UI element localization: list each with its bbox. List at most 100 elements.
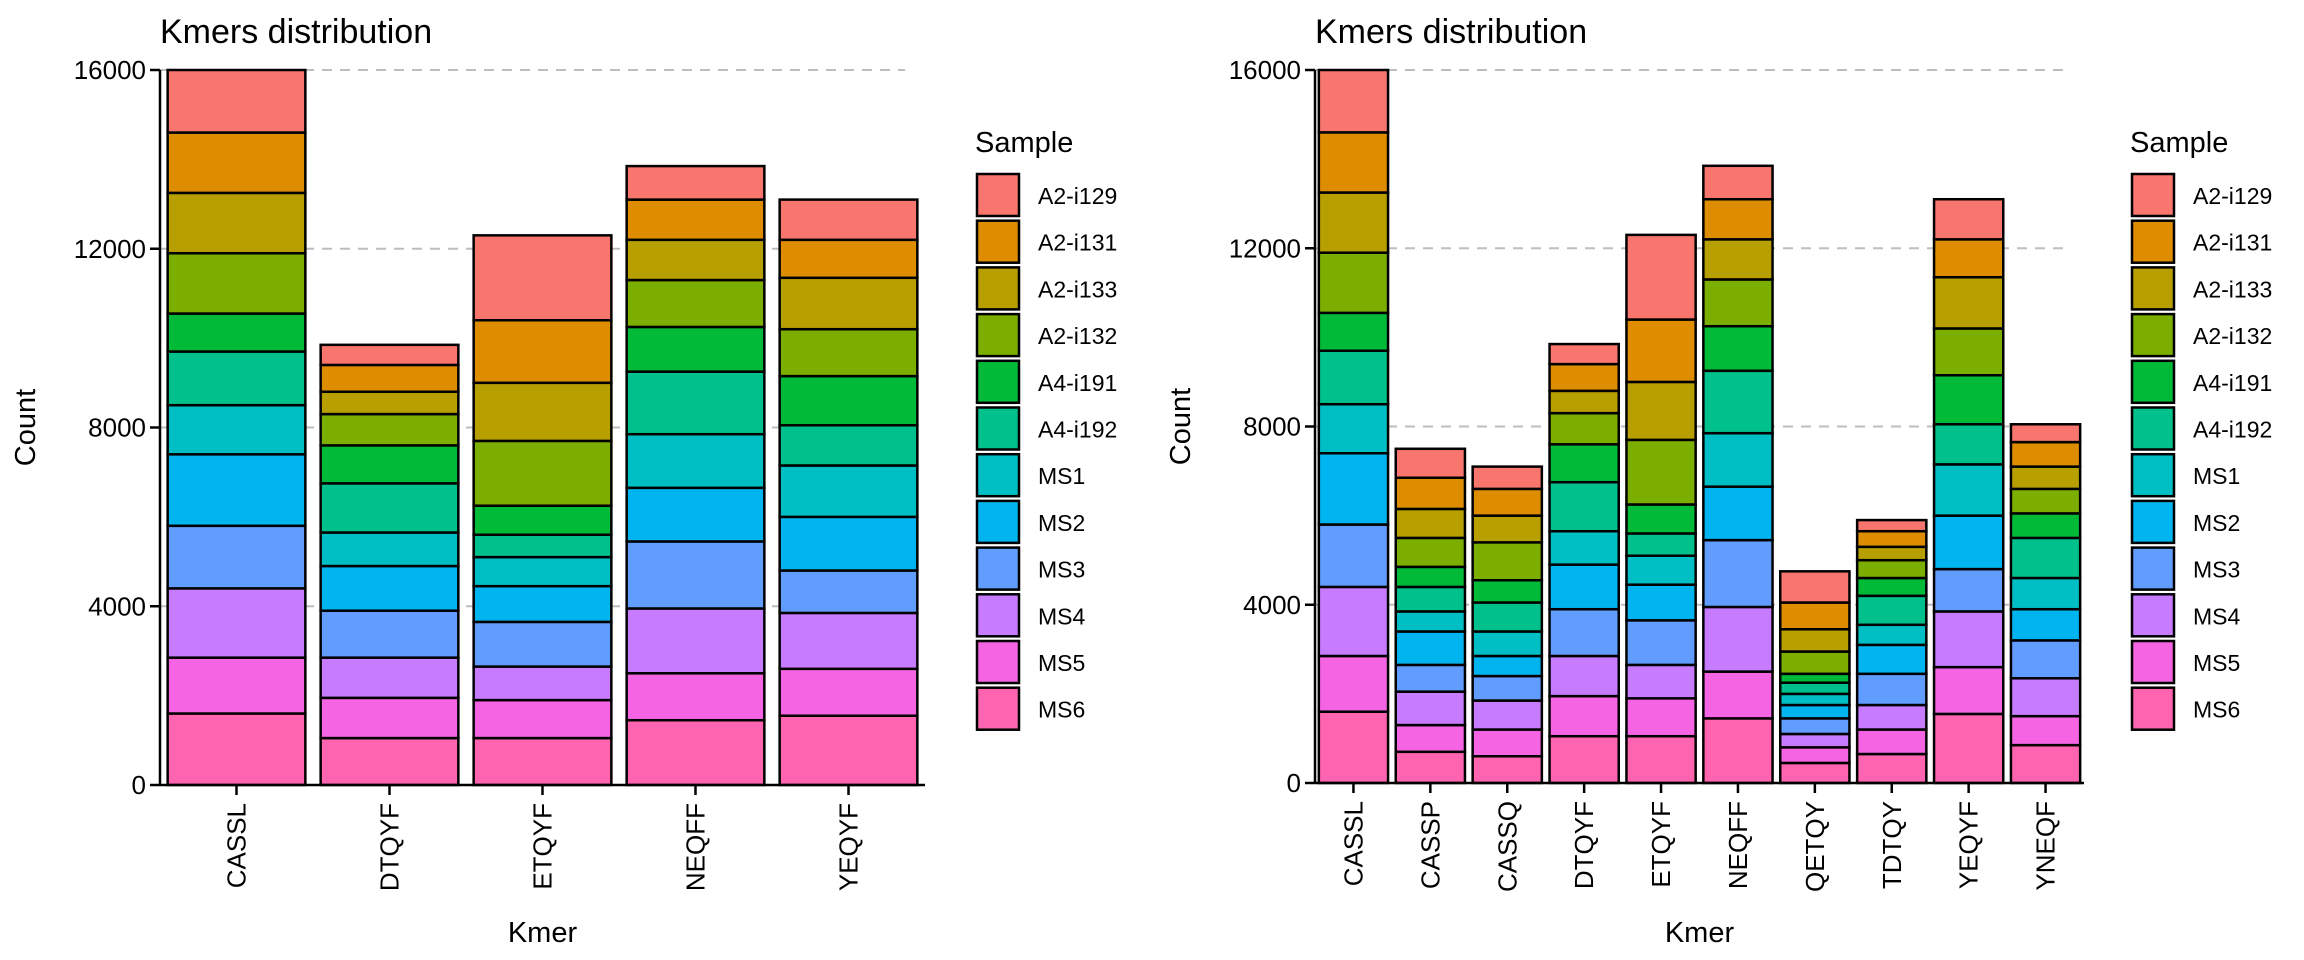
- x-tick-label: CASSL: [222, 803, 252, 888]
- bar-segment-ETQYF-A2-i133: [472, 381, 613, 443]
- bar-segment-ETQYF-A4-i192: [1625, 532, 1697, 557]
- bar-segment-ETQYF-MS1: [1625, 554, 1697, 586]
- bar-segment-CASSL-MS3: [1317, 523, 1390, 589]
- legend-label-A2-i133: A2-i133: [1038, 276, 1117, 302]
- bar-segment-YNEQF-MS6: [2009, 743, 2082, 785]
- bar-YEQYF: [1932, 197, 2005, 785]
- legend-swatch-A4-i191: [2130, 359, 2176, 405]
- bar-segment-CASSP-A2-i132: [1394, 536, 1467, 569]
- bar-segment-NEQFF-MS3: [1702, 538, 1774, 609]
- bar-segment-QETQY-A4-i191: [1778, 672, 1851, 684]
- bar-segment-ETQYF-MS3: [472, 620, 613, 668]
- bar-segment-ETQYF-A2-i129: [1625, 233, 1697, 321]
- legend-swatch-MS3: [975, 546, 1021, 591]
- bar-segment-YNEQF-MS3: [2009, 639, 2082, 680]
- x-axis-title: Kmer: [508, 917, 578, 949]
- bar-segment-CASSL-MS6: [166, 712, 307, 787]
- bar-segment-ETQYF-A2-i131: [472, 319, 613, 385]
- bar-NEQFF: [1702, 164, 1774, 785]
- bar-segment-YEQYF-MS2: [1932, 514, 2005, 571]
- bar-segment-DTQYF-MS6: [319, 736, 460, 787]
- bar-segment-CASSP-MS5: [1394, 723, 1467, 754]
- x-tick-label: QETQY: [1800, 801, 1830, 892]
- legend-swatch-MS1: [975, 452, 1021, 498]
- bar-segment-NEQFF-A4-i192: [1702, 369, 1774, 435]
- x-tick-label: NEQFF: [1723, 801, 1753, 889]
- bar-segment-TDTQY-MS3: [1855, 672, 1928, 707]
- legend-label-A4-i192: A4-i192: [1038, 417, 1117, 443]
- legend-swatch-A2-i131: [975, 219, 1021, 264]
- bar-segment-QETQY-A4-i192: [1778, 681, 1851, 696]
- bar-segment-CASSL-MS4: [1317, 585, 1390, 658]
- bar-segment-YEQYF-A4-i192: [1932, 423, 2005, 466]
- bar-segment-TDTQY-MS4: [1855, 703, 1928, 731]
- bar-segment-CASSL-A2-i131: [166, 131, 307, 195]
- legend-swatch-A2-i129: [2130, 172, 2176, 218]
- bar-segment-YNEQF-MS5: [2009, 714, 2082, 747]
- bar-segment-YNEQF-A2-i132: [2009, 487, 2082, 515]
- bar-segment-DTQYF-A4-i191: [319, 444, 460, 485]
- bar-segment-NEQFF-MS2: [1702, 485, 1774, 542]
- legend-swatch-A2-i129: [975, 172, 1021, 218]
- bar-segment-YEQYF-MS4: [778, 611, 919, 671]
- bar-segment-NEQFF-A2-i132: [1702, 278, 1774, 328]
- chart-title: Kmers distribution: [160, 13, 432, 51]
- bar-segment-CASSL-A4-i191: [166, 312, 307, 353]
- bar-ETQYF: [1625, 233, 1697, 785]
- bar-segment-TDTQY-MS6: [1855, 752, 1928, 785]
- bar-segment-DTQYF-A2-i133: [319, 390, 460, 416]
- x-tick-label: CASSP: [1415, 801, 1445, 889]
- bar-segment-CASSL-A2-i132: [166, 251, 307, 315]
- bar-segment-NEQFF-A2-i129: [1702, 164, 1774, 201]
- bar-segment-DTQYF-MS1: [319, 531, 460, 568]
- bar-segment-YEQYF-A2-i129: [1932, 197, 2005, 241]
- bar-segment-CASSL-MS4: [166, 587, 307, 659]
- bar-segment-DTQYF-A4-i192: [1548, 480, 1621, 533]
- bar-segment-ETQYF-MS4: [1625, 663, 1697, 700]
- bar-segment-ETQYF-A4-i192: [472, 533, 613, 559]
- bar-segment-QETQY-MS3: [1778, 717, 1851, 736]
- bar-segment-YEQYF-MS4: [1932, 610, 2005, 669]
- legend-swatch-A2-i132: [2130, 312, 2176, 358]
- bar-CASSP: [1394, 447, 1467, 785]
- legend-label-A2-i133: A2-i133: [2193, 276, 2272, 302]
- bar-segment-DTQYF-MS6: [1548, 734, 1621, 785]
- x-tick-label: CASSL: [1338, 801, 1368, 886]
- bar-segment-CASSP-MS4: [1394, 690, 1467, 727]
- bar-DTQYF: [319, 343, 460, 787]
- bar-segment-ETQYF-A2-i132: [472, 439, 613, 507]
- bar-segment-CASSP-MS3: [1394, 663, 1467, 693]
- legend-swatch-A2-i133: [2130, 266, 2176, 311]
- bar-segment-CASSL-A2-i132: [1317, 251, 1390, 315]
- bar-segment-ETQYF-MS2: [472, 584, 613, 624]
- bar-segment-ETQYF-MS5: [472, 698, 613, 740]
- y-tick-label: 0: [132, 770, 146, 800]
- bar-segment-QETQY-MS4: [1778, 732, 1851, 749]
- bar-segment-CASSL-MS2: [1317, 451, 1390, 526]
- legend-swatch-A4-i192: [975, 406, 1021, 451]
- bar-segment-YNEQF-MS1: [2009, 576, 2082, 611]
- legend-label-MS6: MS6: [2193, 697, 2240, 723]
- bar-segment-YEQYF-A2-i132: [778, 327, 919, 378]
- bar-segment-QETQY-MS1: [1778, 692, 1851, 707]
- bar-segment-CASSL-A2-i129: [166, 68, 307, 134]
- bar-ETQYF: [472, 234, 613, 787]
- bar-segment-TDTQY-A4-i191: [1855, 576, 1928, 598]
- legend-label-A2-i129: A2-i129: [1038, 183, 1117, 209]
- bar-segment-ETQYF-MS1: [472, 555, 613, 588]
- bar-segment-NEQFF-MS4: [1702, 605, 1774, 673]
- bar-segment-YEQYF-A4-i191: [1932, 374, 2005, 426]
- bar-segment-CASSL-A2-i133: [166, 191, 307, 255]
- legend: Sample A2-i129 A2-i131 A2-i133 A2-i132 A4-i19…: [975, 127, 1117, 731]
- bar-segment-CASSL-MS5: [166, 656, 307, 715]
- bar-segment-DTQYF-MS5: [319, 696, 460, 740]
- bar-DTQYF: [1548, 342, 1621, 785]
- bar-segment-CASSP-MS1: [1394, 610, 1467, 633]
- bar-segment-ETQYF-A2-i132: [1625, 438, 1697, 506]
- bar-segment-QETQY-A2-i131: [1778, 601, 1851, 631]
- legend-swatch-MS5: [975, 639, 1021, 685]
- bar-segment-DTQYF-MS4: [1548, 654, 1621, 698]
- y-tick-label: 8000: [1243, 412, 1301, 442]
- bar-segment-CASSL-MS5: [1317, 654, 1390, 713]
- chart-title: Kmers distribution: [1315, 13, 1587, 51]
